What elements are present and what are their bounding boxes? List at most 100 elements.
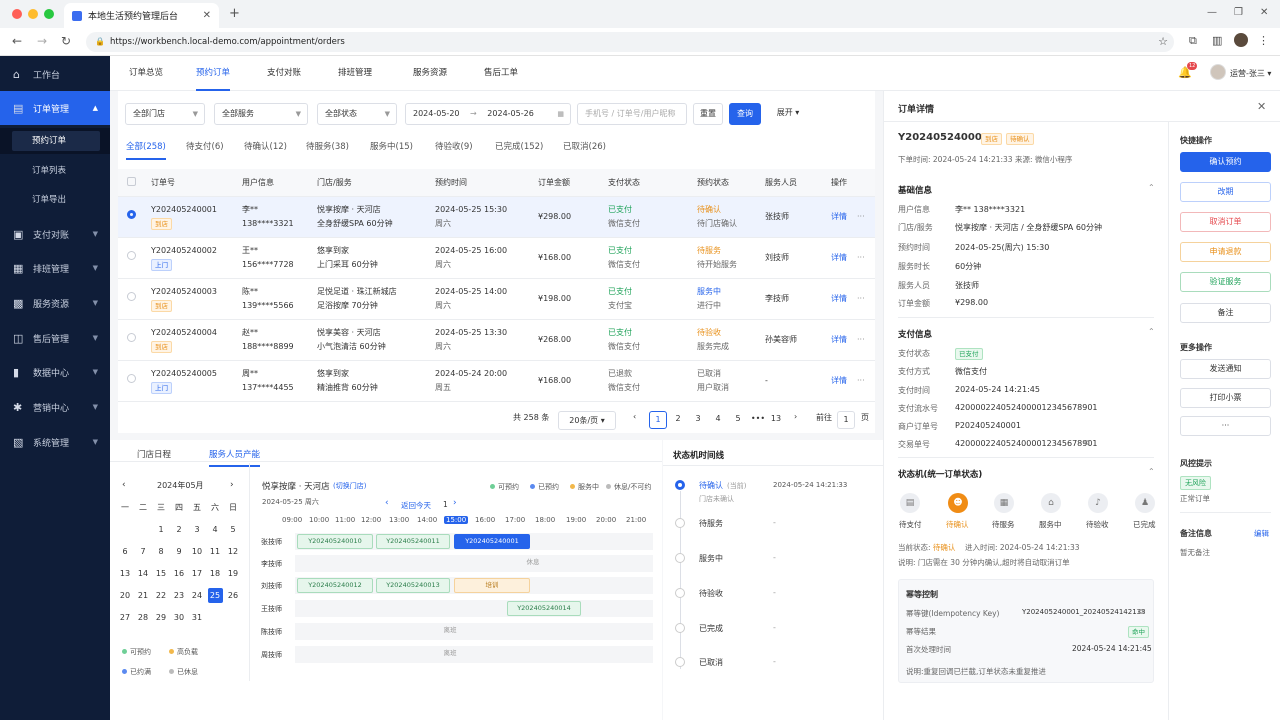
status-tab-pending-confirm[interactable]: 待确认(12) bbox=[244, 142, 287, 152]
url-input[interactable]: 🔒 https://workbench.local-demo.com/appoi… bbox=[86, 32, 1174, 52]
tab-aftersale[interactable]: 售后工单 bbox=[484, 68, 519, 78]
calendar-day[interactable]: 12 bbox=[227, 546, 239, 556]
calendar-day[interactable]: 2 bbox=[176, 524, 182, 534]
sidebar-item-data[interactable]: ▮ 数据中心 ▼ bbox=[0, 355, 110, 389]
minimize-icon[interactable]: — bbox=[1207, 7, 1217, 18]
confirm-booking-button[interactable]: 确认预约 bbox=[1180, 152, 1271, 172]
row-radio[interactable] bbox=[127, 291, 136, 301]
star-icon[interactable]: ☆ bbox=[1158, 35, 1168, 48]
booking-block[interactable]: Y202405240010 bbox=[297, 534, 373, 549]
sidebar-item-resources[interactable]: ▩ 服务资源 ▼ bbox=[0, 286, 110, 320]
cancel-order-button[interactable]: 取消订单 bbox=[1180, 212, 1271, 232]
tab-store-schedule[interactable]: 门店日程 bbox=[137, 450, 172, 460]
user-avatar[interactable] bbox=[1210, 64, 1226, 80]
calendar-day[interactable]: 16 bbox=[173, 568, 185, 578]
booking-block[interactable]: Y202405240013 bbox=[376, 578, 450, 593]
calendar-day[interactable] bbox=[134, 518, 152, 540]
table-row[interactable]: Y202405240004 到店 赵** 188****8899 悦享美容 · 天河… bbox=[118, 319, 875, 361]
more-icon[interactable]: ··· bbox=[857, 334, 865, 344]
prev-page-icon[interactable]: ‹ bbox=[633, 412, 637, 421]
page-3[interactable]: 3 bbox=[695, 414, 701, 423]
goto-input[interactable]: 1 bbox=[837, 411, 855, 429]
calendar-day[interactable]: 31 bbox=[191, 612, 203, 622]
calendar-day[interactable]: 14 bbox=[137, 568, 149, 578]
booking-block[interactable]: Y202405240014 bbox=[507, 601, 581, 616]
keyword-input[interactable]: 手机号 / 订单号/用户昵称 bbox=[577, 103, 687, 125]
maximize-window-button[interactable] bbox=[44, 9, 54, 19]
profile-avatar[interactable] bbox=[1234, 33, 1248, 47]
detail-link[interactable]: 详情 bbox=[831, 375, 847, 385]
next-month-icon[interactable]: › bbox=[230, 480, 234, 490]
more-icon[interactable]: ··· bbox=[857, 375, 865, 385]
page-2[interactable]: 2 bbox=[675, 414, 681, 423]
sidebar-subitem-order-list[interactable]: 订单列表 bbox=[0, 158, 110, 184]
more-icon[interactable]: ··· bbox=[857, 252, 865, 262]
calendar-day[interactable]: 7 bbox=[140, 546, 146, 556]
tab-order-overview[interactable]: 订单总览 bbox=[129, 68, 164, 78]
more-icon[interactable]: ··· bbox=[857, 211, 865, 221]
page-size-select[interactable]: 20条/页 ▾ bbox=[558, 411, 616, 430]
user-name[interactable]: 运营-张三 ▾ bbox=[1230, 69, 1272, 78]
next-page-icon[interactable]: › bbox=[794, 412, 798, 421]
calendar-day[interactable]: 11 bbox=[209, 546, 221, 556]
date-range-picker[interactable]: 2024-05-20 → 2024-05-26 ▦ bbox=[405, 103, 571, 125]
row-radio[interactable] bbox=[127, 250, 136, 260]
tab-resources[interactable]: 服务资源 bbox=[413, 68, 448, 78]
browser-tab[interactable]: 本地生活预约管理后台 ✕ bbox=[64, 3, 219, 28]
extensions-icon[interactable]: ⧉ bbox=[1189, 34, 1197, 47]
menu-icon[interactable]: ⋮ bbox=[1258, 34, 1269, 47]
sidebar-item-system[interactable]: ▧ 系统管理 ▼ bbox=[0, 425, 110, 459]
row-radio[interactable] bbox=[127, 373, 136, 383]
status-tab-completed[interactable]: 已完成(152) bbox=[495, 142, 544, 152]
page-ellipsis[interactable]: ••• bbox=[750, 414, 766, 423]
page-5[interactable]: 5 bbox=[735, 414, 741, 423]
row-radio[interactable] bbox=[127, 209, 136, 219]
calendar-day[interactable]: 21 bbox=[137, 590, 149, 600]
calendar-day[interactable]: 8 bbox=[158, 546, 164, 556]
calendar-day[interactable]: 15 bbox=[155, 568, 167, 578]
table-row[interactable]: Y202405240002 上门 王** 156****7728 悠享到家 上门采耳 … bbox=[118, 237, 875, 279]
back-today-link[interactable]: 返回今天 bbox=[401, 501, 431, 510]
close-detail-icon[interactable]: ✕ bbox=[1257, 100, 1267, 113]
sidebar-subitem-order-export[interactable]: 订单导出 bbox=[0, 187, 110, 213]
more-icon[interactable]: ··· bbox=[857, 293, 865, 303]
detail-link[interactable]: 详情 bbox=[831, 252, 847, 262]
new-tab-icon[interactable]: + bbox=[229, 6, 240, 21]
booking-block-selected[interactable]: Y202405240001 bbox=[454, 534, 530, 549]
calendar-day[interactable] bbox=[116, 518, 134, 540]
calendar-day[interactable]: 30 bbox=[173, 612, 185, 622]
calendar-day[interactable]: 13 bbox=[119, 568, 131, 578]
sidebar-item-orders[interactable]: ▤ 订单管理 ▲ bbox=[0, 91, 110, 125]
calendar-day[interactable]: 9 bbox=[176, 546, 182, 556]
status-tab-cancelled[interactable]: 已取消(26) bbox=[563, 142, 606, 152]
calendar-day[interactable] bbox=[224, 606, 242, 628]
reset-button[interactable]: 重置 bbox=[693, 103, 723, 125]
calendar-day[interactable]: 6 bbox=[122, 546, 128, 556]
remark-edit-link[interactable]: 编辑 bbox=[1254, 529, 1269, 538]
calendar-day[interactable]: 22 bbox=[155, 590, 167, 600]
status-tab-pending-check[interactable]: 待验收(9) bbox=[435, 142, 473, 152]
sidebar-item-schedule[interactable]: ▦ 排班管理 ▼ bbox=[0, 251, 110, 285]
booking-block[interactable]: Y202405240012 bbox=[297, 578, 373, 593]
prev-day-icon[interactable]: ‹ bbox=[385, 498, 389, 508]
tab-schedule[interactable]: 排班管理 bbox=[338, 68, 373, 78]
tab-appointments[interactable]: 预约订单 bbox=[196, 56, 231, 91]
table-row[interactable]: Y202405240001 到店 李** 138****3321 悦享按摩 · 天河… bbox=[118, 196, 875, 238]
calendar-day-selected[interactable]: 25 bbox=[206, 584, 224, 606]
sidepanel-icon[interactable]: ▥ bbox=[1212, 34, 1223, 47]
detail-link[interactable]: 详情 bbox=[831, 293, 847, 303]
calendar-day[interactable]: 29 bbox=[155, 612, 167, 622]
back-icon[interactable]: ← bbox=[12, 34, 23, 48]
calendar-day[interactable]: 23 bbox=[173, 590, 185, 600]
close-window-button[interactable] bbox=[12, 9, 22, 19]
calendar-day[interactable]: 10 bbox=[191, 546, 203, 556]
sidebar-item-marketing[interactable]: ✱ 营销中心 ▼ bbox=[0, 390, 110, 424]
prev-month-icon[interactable]: ‹ bbox=[122, 480, 126, 490]
store-select[interactable]: 全部门店 ▼ bbox=[125, 103, 205, 125]
calendar-day[interactable]: 26 bbox=[227, 590, 239, 600]
restore-icon[interactable]: ❐ bbox=[1234, 7, 1243, 18]
calendar-day[interactable]: 3 bbox=[194, 524, 200, 534]
calendar-day[interactable]: 5 bbox=[230, 524, 236, 534]
reload-icon[interactable]: ↻ bbox=[61, 34, 72, 48]
collapse-icon[interactable]: ⌃ bbox=[1148, 327, 1155, 336]
